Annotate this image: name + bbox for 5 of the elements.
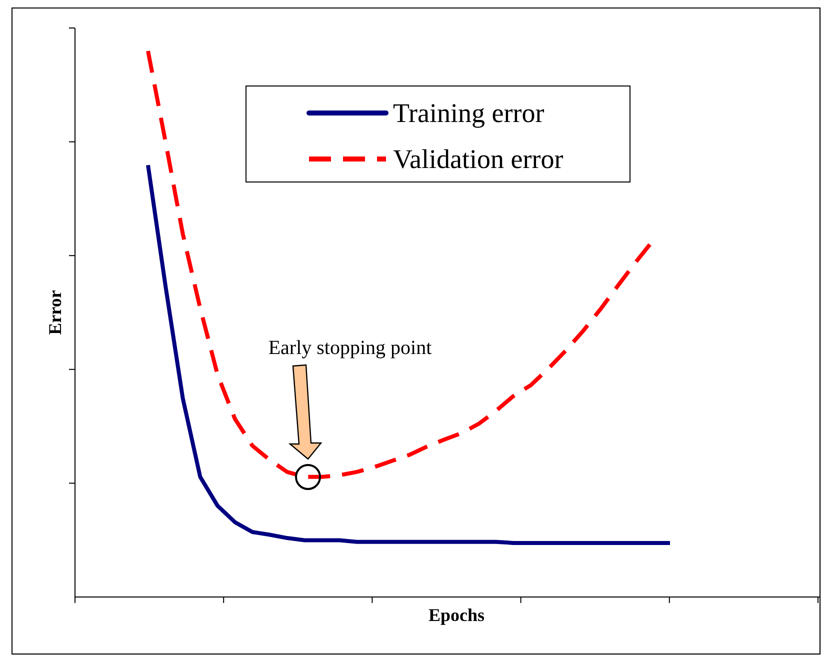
- legend-label: Training error: [393, 98, 544, 128]
- x-axis-title: Epochs: [428, 605, 485, 625]
- y-axis-title: Error: [45, 290, 65, 335]
- legend-label: Validation error: [393, 144, 564, 174]
- annotation: Early stopping point: [268, 337, 432, 359]
